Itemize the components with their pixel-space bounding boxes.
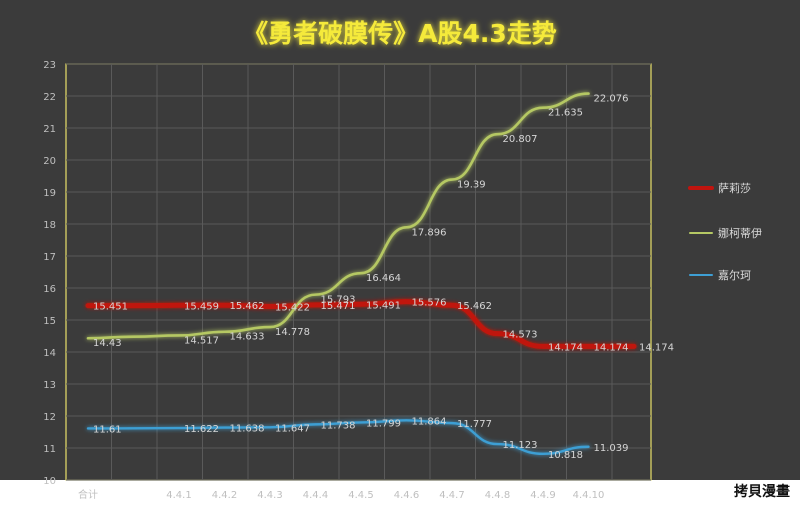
data-label: 14.517 [184,335,219,346]
data-label: 15.462 [230,301,265,312]
x-tick-label: 4.4.5 [348,490,373,501]
data-label: 19.39 [457,180,486,191]
data-label: 11.738 [321,420,356,431]
data-label: 10.818 [548,450,583,461]
y-tick-label: 13 [43,380,56,391]
data-label: 11.61 [93,424,122,435]
series-line [86,419,590,456]
x-tick-label: 4.4.6 [394,490,419,501]
y-tick-label: 11 [43,444,56,455]
series-line [85,299,637,349]
data-label: 14.174 [548,342,583,353]
y-tick-label: 20 [43,156,56,167]
data-label: 20.807 [503,134,538,145]
data-label: 11.777 [457,419,492,430]
y-tick-label: 12 [43,412,56,423]
y-tick-label: 14 [43,348,56,359]
data-label: 15.451 [93,302,128,313]
data-label: 11.123 [503,440,538,451]
data-label: 15.491 [366,300,401,311]
y-tick-label: 16 [43,284,56,295]
x-tick-label: 4.4.4 [303,490,328,501]
y-tick-label: 23 [43,60,56,71]
data-label: 15.459 [184,301,219,312]
y-tick-label: 18 [43,220,56,231]
data-label: 15.576 [412,298,447,309]
data-label: 15.462 [457,301,492,312]
data-label: 21.635 [548,108,583,119]
x-tick-label: 4.4.7 [439,490,464,501]
watermark: 拷貝漫畫 [734,484,790,500]
data-label: 15.793 [321,295,356,306]
x-tick-label: 4.4.8 [485,490,510,501]
y-tick-label: 22 [43,92,56,103]
data-label: 11.647 [275,423,310,434]
data-label: 11.039 [594,443,629,454]
horizontal-gridlines [66,63,651,481]
data-label: 15.471 [321,301,356,312]
y-axis-tick-labels: 10 11 12 13 14 15 16 17 18 19 20 21 22 23 [43,60,56,487]
chart-panel [0,0,800,480]
data-label: 15.422 [275,302,310,313]
data-label: 22.076 [594,94,629,105]
y-tick-label: 21 [43,124,56,135]
x-tick-label: 4.4.3 [257,490,282,501]
data-label: 11.622 [184,424,219,435]
legend-entry: 萨莉莎 [718,181,751,195]
data-label: 16.464 [366,273,401,284]
x-tick-label: 合计 [78,488,98,501]
x-axis-tick-labels: 合计 4.4.1 4.4.2 4.4.3 4.4.4 4.4.5 4.4.6 4.4.7 4.4… [78,488,604,501]
y-tick-label: 10 [43,476,56,487]
x-tick-label: 4.4.1 [166,490,191,501]
data-label: 11.864 [412,416,447,427]
series-line [86,92,590,340]
x-tick-label: 4.4.2 [212,490,237,501]
data-label: 11.799 [366,418,401,429]
data-label: 14.573 [503,330,538,341]
legend-entry: 嘉尔珂 [718,268,751,282]
x-tick-label: 4.4.9 [530,490,555,501]
legend-entry: 娜柯蒂伊 [718,226,762,240]
data-label: 14.778 [275,327,310,338]
series-lines [85,92,637,456]
data-label: 11.638 [230,424,265,435]
data-label: 17.896 [412,227,447,238]
x-tick-label: 4.4.10 [573,490,605,501]
data-label: 14.43 [93,338,122,349]
y-tick-label: 17 [43,252,56,263]
chart-title: 《勇者破膜传》A股4.3走势 [243,19,557,48]
data-labels: 15.451 15.459 15.462 15.422 15.471 15.491 15.5… [93,94,674,461]
data-label: 14.633 [230,332,265,343]
data-label: 14.174 [594,342,629,353]
vertical-gridlines [111,64,613,480]
y-tick-label: 19 [43,188,56,199]
y-tick-label: 15 [43,316,56,327]
data-label: 14.174 [639,342,674,353]
